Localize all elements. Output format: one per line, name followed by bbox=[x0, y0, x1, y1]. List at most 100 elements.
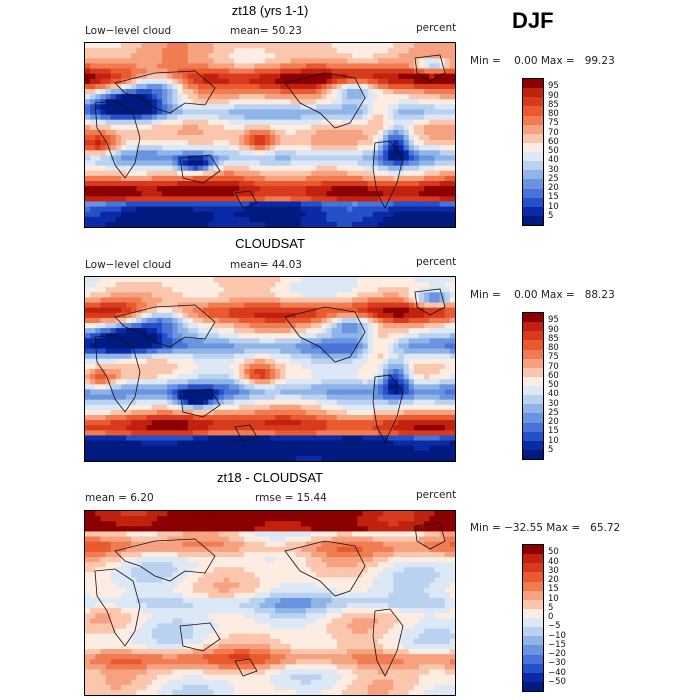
panel-1-units-label: percent bbox=[416, 22, 457, 34]
colorbar-swatch bbox=[523, 554, 543, 564]
panel-3-rmse-label: rmse = 15.44 bbox=[255, 492, 327, 504]
colorbar-tick-label: 40 bbox=[548, 155, 559, 166]
coastline bbox=[94, 334, 141, 413]
panel-3-map bbox=[84, 510, 456, 696]
coastline bbox=[234, 658, 258, 677]
colorbar-swatch bbox=[523, 636, 543, 646]
panel-3-colorbar-ticks: 50 40 30 20 15 10 5 0 −5 −10 −15 −20 −30 −40 −50 bbox=[548, 544, 578, 692]
colorbar-swatch bbox=[523, 215, 543, 225]
coastline bbox=[179, 622, 221, 652]
colorbar-swatch bbox=[523, 340, 543, 350]
colorbar-swatch bbox=[523, 386, 543, 396]
colorbar-swatch bbox=[523, 608, 543, 618]
colorbar-swatch bbox=[523, 197, 543, 207]
colorbar-tick-label: 20 bbox=[548, 417, 559, 427]
colorbar-tick-label: 75 bbox=[548, 352, 559, 363]
panel-1-mean-label: mean= 50.23 bbox=[230, 25, 302, 37]
colorbar-tick-label: 30 bbox=[548, 164, 559, 175]
colorbar-swatch bbox=[523, 395, 543, 405]
coastline bbox=[414, 288, 446, 316]
colorbar-swatch bbox=[523, 79, 543, 89]
colorbar-swatch bbox=[523, 349, 543, 359]
colorbar-tick-label: 50 bbox=[548, 547, 559, 558]
colorbar-tick-label: 75 bbox=[548, 118, 559, 129]
panel-2-units-label: percent bbox=[416, 256, 457, 268]
panel-1-colorbar-ticks: 95 90 85 80 75 70 60 50 40 30 25 20 15 10 5 bbox=[548, 78, 578, 226]
colorbar-swatch bbox=[523, 663, 543, 673]
colorbar-tick-label: 0 bbox=[548, 612, 554, 622]
panel-3-mean-label: mean = 6.20 bbox=[85, 492, 154, 504]
colorbar-swatch bbox=[523, 563, 543, 573]
colorbar-tick-label: 85 bbox=[548, 99, 559, 110]
colorbar-tick-label: 40 bbox=[548, 556, 559, 567]
colorbar-swatch bbox=[523, 313, 543, 323]
coastline bbox=[234, 190, 258, 209]
coastline bbox=[234, 424, 258, 443]
colorbar-swatch bbox=[523, 367, 543, 377]
colorbar-tick-label: 80 bbox=[548, 109, 559, 119]
colorbar-swatch bbox=[523, 449, 543, 459]
colorbar-swatch bbox=[523, 97, 543, 107]
colorbar-tick-label: 80 bbox=[548, 343, 559, 353]
colorbar-swatch bbox=[523, 404, 543, 414]
colorbar-tick-label: 5 bbox=[548, 602, 554, 613]
colorbar-swatch bbox=[523, 654, 543, 664]
panel-3-colorbar bbox=[522, 544, 544, 692]
coastline bbox=[284, 540, 366, 597]
panel-2-variable-label: Low−level cloud bbox=[85, 259, 172, 271]
coastline bbox=[179, 388, 221, 418]
colorbar-tick-label: 20 bbox=[548, 575, 559, 585]
colorbar-tick-label: 90 bbox=[548, 90, 559, 101]
colorbar-swatch bbox=[523, 115, 543, 125]
panel-3-units-label: percent bbox=[416, 489, 457, 501]
panel-1-minmax: Min = 0.00 Max = 99.23 bbox=[470, 55, 615, 67]
colorbar-tick-label: 25 bbox=[548, 173, 559, 184]
colorbar-tick-label: 15 bbox=[548, 192, 559, 203]
colorbar-swatch bbox=[523, 572, 543, 582]
colorbar-tick-label: 10 bbox=[548, 435, 559, 446]
colorbar-swatch bbox=[523, 124, 543, 134]
colorbar-tick-label: −50 bbox=[548, 676, 566, 687]
panel-1-colorbar bbox=[522, 78, 544, 226]
panel-1-map bbox=[84, 42, 456, 228]
coastline bbox=[94, 100, 141, 179]
colorbar-tick-label: 30 bbox=[548, 398, 559, 409]
panel-2-title: CLOUDSAT bbox=[235, 236, 305, 251]
coastline bbox=[179, 154, 221, 184]
panel-2-colorbar-ticks: 95 90 85 80 75 70 60 50 40 30 25 20 15 10 5 bbox=[548, 312, 578, 460]
coastline bbox=[372, 140, 404, 209]
panel-2-colorbar bbox=[522, 312, 544, 460]
colorbar-tick-label: 70 bbox=[548, 361, 559, 372]
colorbar-swatch bbox=[523, 440, 543, 450]
colorbar-swatch bbox=[523, 681, 543, 691]
coastline bbox=[372, 608, 404, 677]
colorbar-tick-label: 5 bbox=[548, 444, 554, 455]
colorbar-tick-label: 5 bbox=[548, 210, 554, 221]
colorbar-tick-label: 50 bbox=[548, 146, 559, 156]
colorbar-swatch bbox=[523, 645, 543, 655]
colorbar-swatch bbox=[523, 413, 543, 423]
season-label: DJF bbox=[512, 8, 554, 33]
colorbar-swatch bbox=[523, 152, 543, 162]
colorbar-tick-label: 70 bbox=[548, 127, 559, 138]
panel-2-mean-label: mean= 44.03 bbox=[230, 259, 302, 271]
colorbar-tick-label: 60 bbox=[548, 136, 559, 147]
colorbar-tick-label: 50 bbox=[548, 380, 559, 390]
colorbar-tick-label: −40 bbox=[548, 667, 566, 678]
colorbar-swatch bbox=[523, 161, 543, 171]
colorbar-swatch bbox=[523, 545, 543, 555]
colorbar-swatch bbox=[523, 672, 543, 682]
coastline bbox=[414, 54, 446, 82]
coastline bbox=[372, 374, 404, 443]
colorbar-swatch bbox=[523, 88, 543, 98]
colorbar-swatch bbox=[523, 331, 543, 341]
map-field-svg bbox=[85, 511, 455, 695]
colorbar-tick-label: 15 bbox=[548, 426, 559, 437]
coastline bbox=[94, 568, 141, 647]
panel-1-title: zt18 (yrs 1-1) bbox=[231, 3, 309, 18]
colorbar-tick-label: 85 bbox=[548, 333, 559, 344]
coastline bbox=[284, 306, 366, 363]
colorbar-tick-label: 10 bbox=[548, 593, 559, 604]
colorbar-tick-label: 15 bbox=[548, 584, 559, 595]
colorbar-tick-label: −20 bbox=[548, 649, 566, 659]
